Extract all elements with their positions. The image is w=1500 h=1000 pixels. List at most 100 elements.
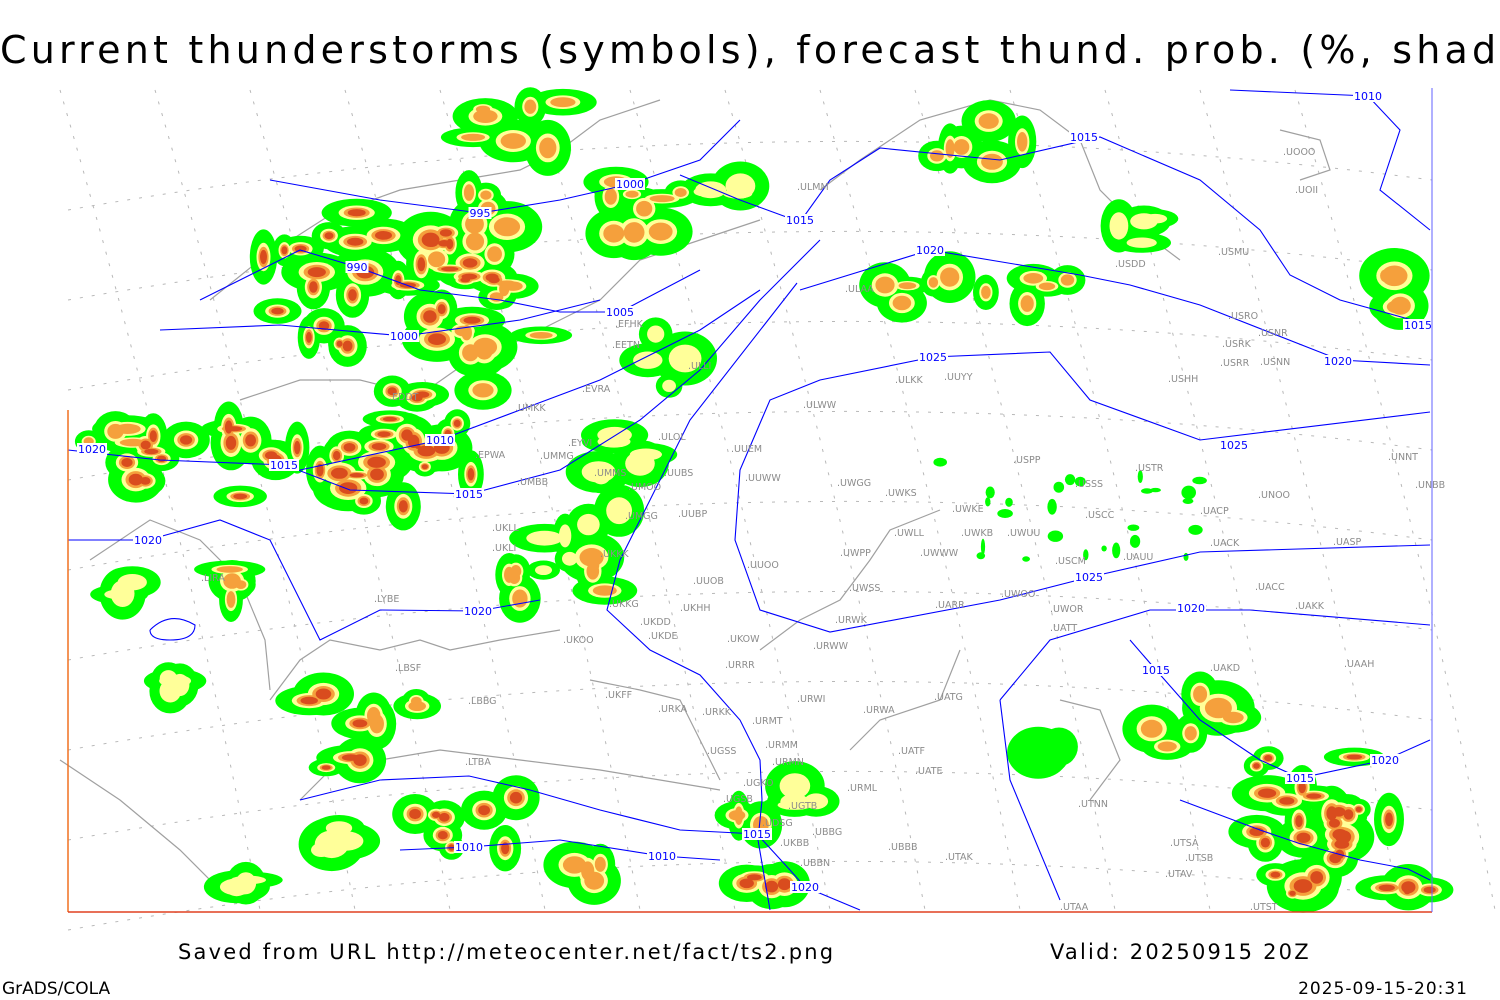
storm-probability-cell-prob-max <box>1423 886 1436 894</box>
storm-probability-cell-prob-max <box>294 245 307 253</box>
storm-probability-cell-prob-max <box>281 246 288 255</box>
station-label: .UOII <box>1295 185 1318 196</box>
storm-probability-cell-prob-low <box>1127 524 1140 531</box>
station-label: .UMMG <box>540 451 574 462</box>
isobar-label: 1020 <box>791 881 819 894</box>
storm-probability-cell-prob-max <box>233 493 248 500</box>
station-label: .UWPP <box>840 548 871 559</box>
storm-probability-cell-prob-high <box>603 224 625 243</box>
storm-probability-cell-prob-max <box>333 450 341 461</box>
isobar-label-background <box>785 214 815 226</box>
station-label: .UWKS <box>885 488 917 499</box>
storm-probability-cell-prob-high <box>981 285 991 299</box>
storm-probability-cell-prob-mid <box>558 524 572 548</box>
storm-probability-cell-prob-high <box>550 97 576 108</box>
storm-probability-cell-prob-low <box>1064 474 1076 486</box>
storm-probability-cell-prob-max <box>439 229 452 237</box>
storm-probability-cell-prob-high <box>594 856 606 872</box>
storm-probability-cell-prob-max <box>1253 763 1260 769</box>
storm-probability-cell-prob-max <box>441 266 459 272</box>
storm-probability-cell-prob-max <box>1378 884 1395 891</box>
station-label: .EDDT <box>389 392 419 403</box>
meridian-line <box>914 89 1116 911</box>
station-label: .USNN <box>1260 357 1290 368</box>
isobar-label-background <box>1403 319 1433 331</box>
storm-probability-cell-prob-max <box>1335 830 1352 844</box>
isobar-line <box>269 119 741 214</box>
storm-probability-cell-prob-low <box>976 552 986 560</box>
station-label: .USRR <box>1220 358 1250 369</box>
storm-probability-cell-prob-max <box>1355 806 1362 812</box>
storm-probability-cell-prob-high <box>461 133 486 141</box>
station-label: .USPP <box>1013 455 1041 466</box>
storm-probability-cell-prob-max <box>1289 890 1296 896</box>
isobar-label: 1025 <box>1220 439 1248 452</box>
station-label: .UKLL <box>492 523 519 534</box>
station-label: .EETN <box>612 340 640 351</box>
storm-probability-cell-prob-max <box>140 440 151 450</box>
station-label: .UAUU <box>1123 552 1153 563</box>
isobar-label-background <box>454 488 484 500</box>
storm-probability-cell-prob-max <box>353 754 367 766</box>
isobar-label-background <box>1141 664 1171 676</box>
isobar-label-background <box>133 534 163 546</box>
station-label: .USHH <box>1168 374 1198 385</box>
storm-probability-cell-prob-max <box>347 209 366 217</box>
storm-probability-cell-prob-mid <box>633 351 663 369</box>
station-label: .UGTB <box>788 801 817 812</box>
isobar-label-background <box>1069 131 1099 143</box>
station-label: .UAAH <box>1344 659 1374 670</box>
storm-probability-cell-prob-max <box>370 468 384 481</box>
storm-probability-cell-prob-mid <box>104 589 135 600</box>
isobar-label-background <box>1176 602 1206 614</box>
parallel-line <box>67 860 1433 931</box>
storm-probability-cell-prob-max <box>321 765 331 770</box>
storm-probability-cell-prob-high <box>226 591 236 608</box>
station-label: .URWW <box>813 641 849 652</box>
storm-probability-cell-prob-max <box>453 419 461 427</box>
storm-probability-cell-prob-max <box>336 340 343 347</box>
isobar-label-background <box>918 351 948 363</box>
storm-probability-cell-prob-high <box>1184 726 1197 741</box>
station-label: .UMMS <box>594 468 626 479</box>
storm-probability-cell-prob-max <box>765 880 779 893</box>
storm-probability-cell-prob-max <box>307 267 326 278</box>
storm-probability-cell-prob-low <box>1083 549 1089 561</box>
storm-probability-cell-prob-max <box>371 443 387 450</box>
isobar-label: 1020 <box>464 605 492 618</box>
storm-probability-cell-prob-max <box>349 473 364 478</box>
storm-probability-cell-prob-max <box>509 791 523 804</box>
storm-probability-cell-prob-low <box>1183 552 1189 561</box>
storm-probability-cell-prob-max <box>747 874 762 881</box>
storm-probability-cell-prob-max <box>225 435 237 450</box>
storm-probability-cell-prob-max <box>144 448 159 455</box>
storm-probability-cell-prob-max <box>265 451 278 460</box>
station-label: .UWOR <box>1050 604 1084 615</box>
coastline <box>89 519 271 691</box>
isobar-label: 1000 <box>390 330 418 343</box>
storm-probability-cell-prob-low <box>1182 498 1194 504</box>
storm-probability-cell-prob-high <box>1193 685 1208 703</box>
storm-probability-cell-prob-max <box>306 331 312 343</box>
isobar-label-background <box>1370 754 1400 766</box>
storm-probability-cell-prob-max <box>401 429 413 441</box>
storm-probability-cell-prob-mid <box>725 173 756 199</box>
isobar-label: 1010 <box>426 434 454 447</box>
parallel-line <box>67 770 1433 841</box>
storm-probability-cell-prob-high <box>462 344 479 362</box>
station-label: .UTAK <box>945 852 974 863</box>
storm-probability-cell-prob-max <box>245 434 256 447</box>
isobar-line <box>68 519 541 641</box>
isobar-label: 1010 <box>1354 90 1382 103</box>
storm-probability-cell-prob-high <box>978 113 999 129</box>
storm-probability-cell-prob-high <box>953 139 970 155</box>
storm-probability-cell-prob-max <box>467 468 475 481</box>
storm-probability-cell-prob-mid <box>562 551 578 566</box>
station-label: .UDSG <box>762 818 793 829</box>
isobar-label-background <box>345 261 369 273</box>
storm-probability-cell-prob-max <box>417 257 426 272</box>
saved-from-url: Saved from URL http://meteocenter.net/fa… <box>178 940 836 964</box>
storm-probability-cell-prob-high <box>428 251 446 268</box>
station-label: .UBBN <box>800 858 830 869</box>
isobar-line <box>1229 89 1431 231</box>
